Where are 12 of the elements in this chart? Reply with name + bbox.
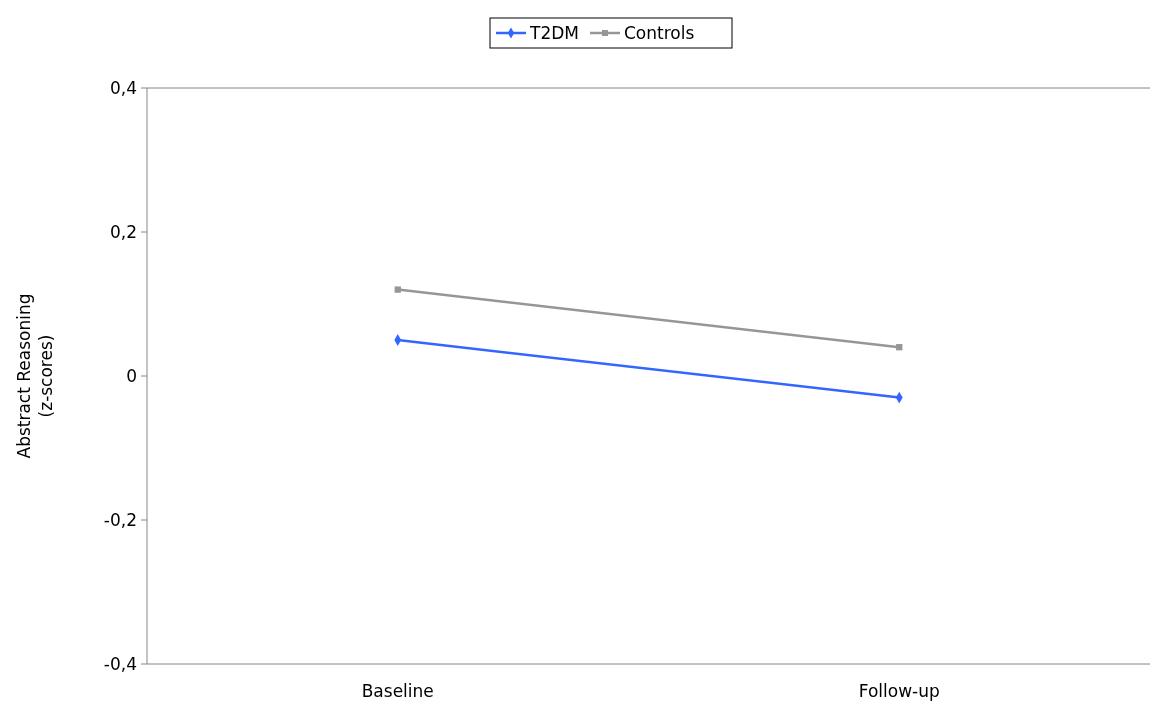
x-tick-label: Baseline [361,681,434,701]
y-tick-label: 0,2 [109,221,137,242]
y-tick-label: 0,4 [109,77,137,98]
y-axis-title: Abstract Reasoning (z-scores) [14,293,56,459]
legend-label: Controls [624,22,695,43]
point [896,344,903,351]
y-tick-label: -0,2 [103,509,137,530]
point [394,286,401,293]
y-tick-label: -0,4 [103,653,137,674]
x-tick-label: Follow-up [858,681,940,701]
legend-label: T2DM [529,22,579,43]
y-tick-label: 0 [126,365,137,386]
